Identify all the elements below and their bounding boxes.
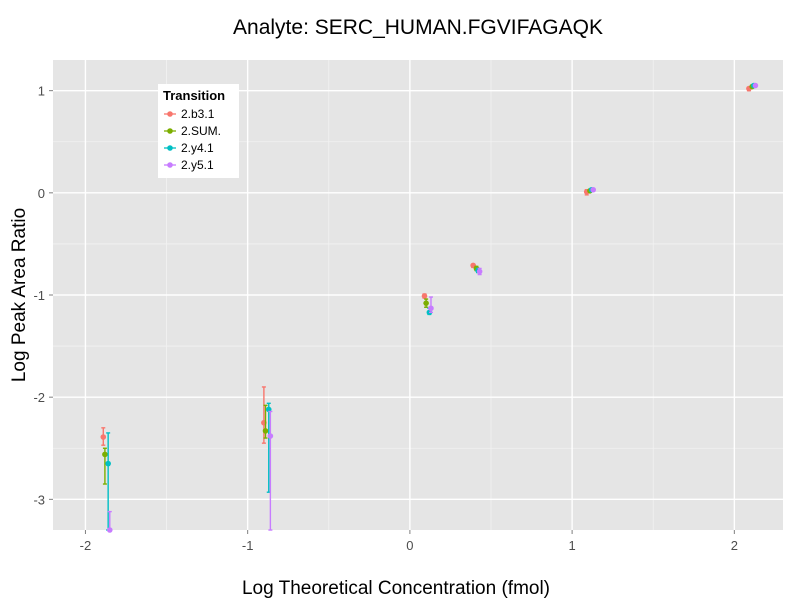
chart-title: Analyte: SERC_HUMAN.FGVIFAGAQK [233, 16, 603, 39]
y-tick-label: -2 [33, 390, 45, 405]
legend-2-y4-1-key-point [167, 145, 173, 151]
series-2-sum-point [423, 300, 429, 306]
legend-2-y5-1-label: 2.y5.1 [181, 158, 214, 172]
series-2-b3-1-point [100, 434, 107, 440]
legend-2-y5-1-key-point [167, 162, 173, 168]
legend-2-b3-1-key-point [167, 111, 173, 117]
x-tick-label: -1 [242, 538, 254, 553]
y-axis-title: Log Peak Area Ratio [9, 208, 30, 382]
series-2-y5-1-point [752, 82, 759, 89]
legend-2-b3-1-label: 2.b3.1 [181, 107, 215, 121]
series-2-b3-1-point [421, 293, 428, 299]
x-axis-title: Log Theoretical Concentration (fmol) [242, 578, 550, 599]
legend-2-sum-label: 2.SUM. [181, 124, 221, 138]
legend: Transition 2.b3.1 2.SUM. 2.y4.1 2.y5.1 [158, 84, 239, 178]
series-2-y4-1-point [105, 460, 111, 467]
legend-2-sum-key-point [167, 128, 173, 134]
x-tick-label: 1 [568, 538, 575, 553]
y-tick-label: 0 [38, 186, 45, 201]
series-2-y5-1-point [428, 305, 434, 312]
y-tick-label: -1 [33, 288, 45, 303]
series-2-y5-1-point [590, 186, 596, 193]
series-2-y5-1-point [476, 268, 483, 275]
legend-title: Transition [163, 88, 225, 103]
y-tick-label: -3 [33, 492, 45, 507]
series-2-sum-point [262, 428, 269, 434]
x-tick-label: 0 [406, 538, 413, 553]
series-2-y5-1-point [106, 527, 113, 533]
x-tick-label: -2 [80, 538, 92, 553]
x-tick-label: 2 [731, 538, 738, 553]
series-2-sum-point [102, 451, 108, 458]
y-tick-label: 1 [38, 84, 45, 99]
legend-2-y4-1-label: 2.y4.1 [181, 141, 214, 155]
series-2-y5-1-point [267, 433, 274, 439]
